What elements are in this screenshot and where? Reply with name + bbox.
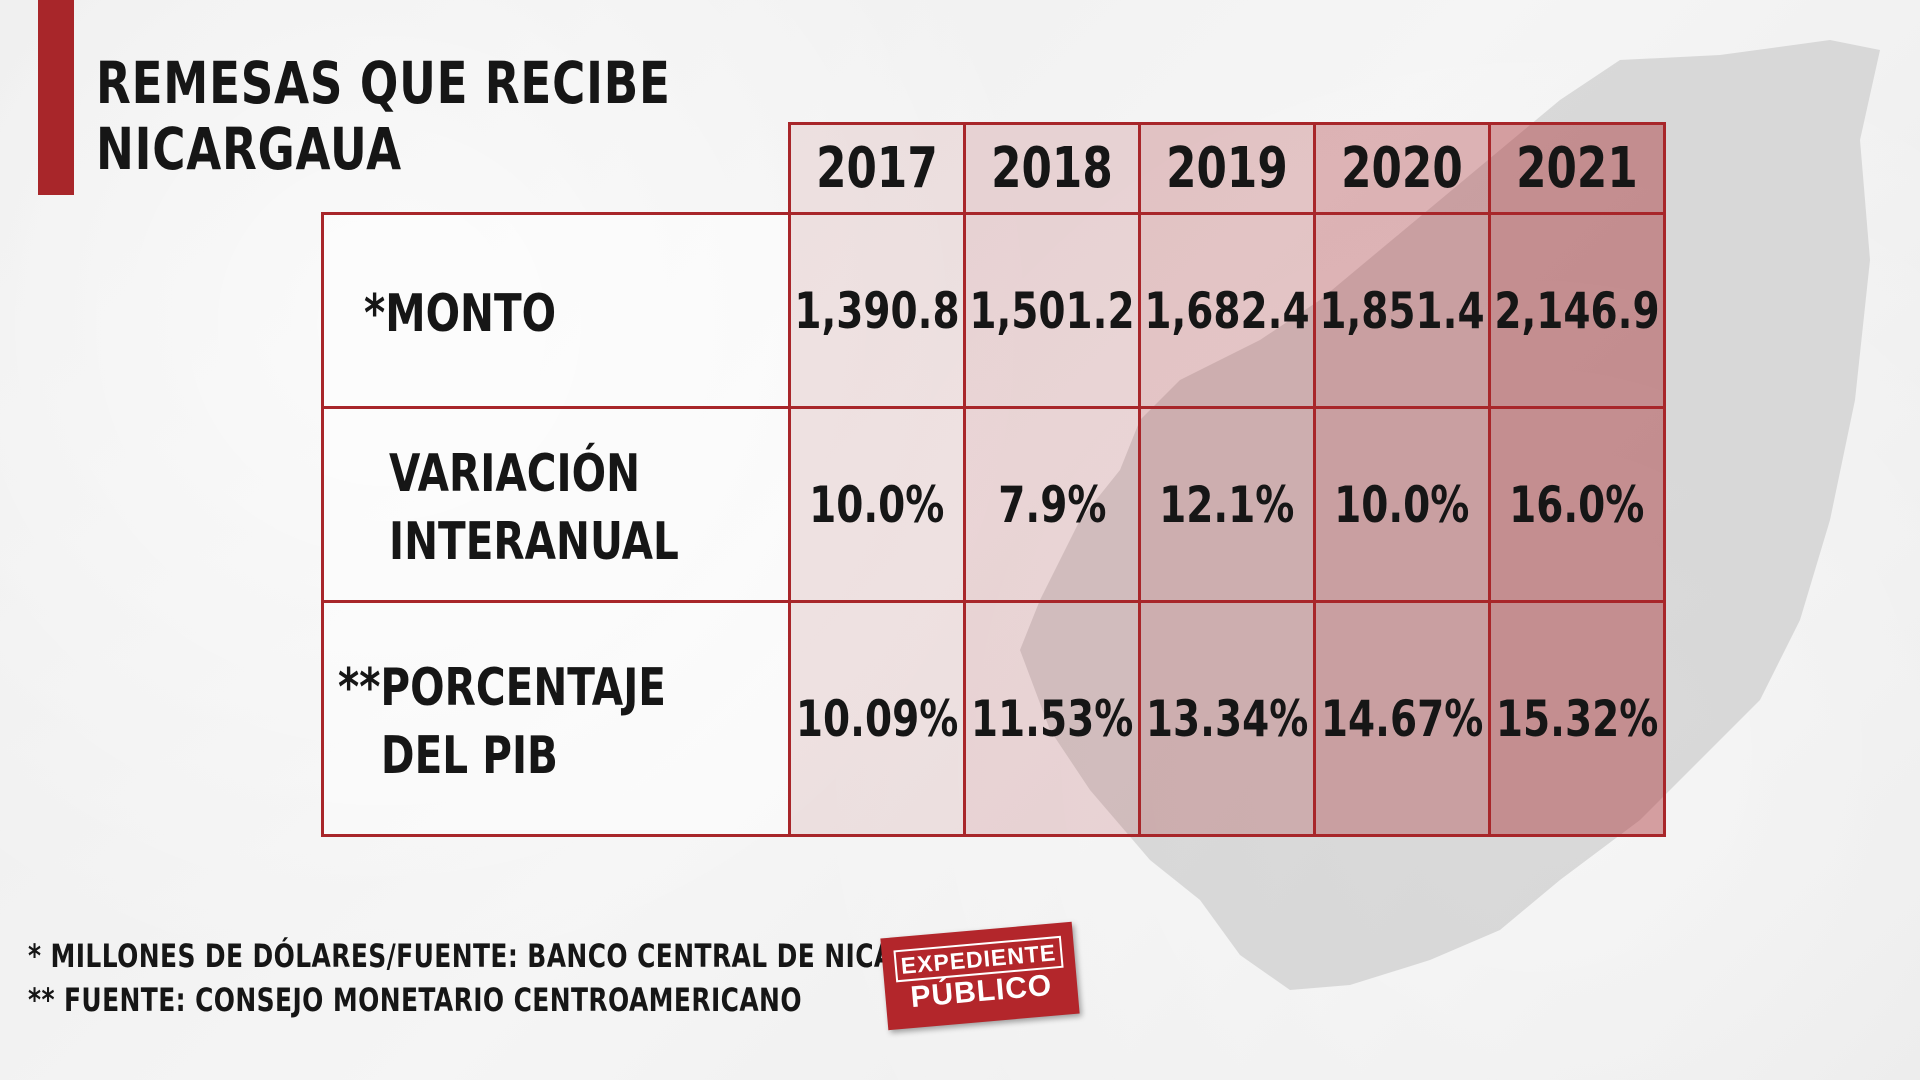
data-cell: 14.67% — [1313, 600, 1491, 837]
chart-title-line-1: REMESAS QUE RECIBE — [96, 49, 671, 117]
row-label-cell: VARIACIÓN INTERANUAL — [321, 406, 791, 603]
footnote-gdp-source: ** FUENTE: CONSEJO MONETARIO CENTROAMERI… — [28, 981, 802, 1019]
column-header-label: 2020 — [1341, 136, 1463, 201]
footnote-amount-source: * MILLONES DE DÓLARES/FUENTE: BANCO CENT… — [28, 937, 994, 975]
data-value: 7.9% — [997, 475, 1107, 534]
column-header-2017: 2017 — [788, 122, 966, 215]
data-cell: 10.0% — [1313, 406, 1491, 603]
data-cell: 10.0% — [788, 406, 966, 603]
data-cell: 11.53% — [963, 600, 1141, 837]
title-accent-bar — [38, 0, 74, 195]
data-value: 15.32% — [1495, 689, 1659, 748]
chart-title-line-2: NICARGAUA — [96, 115, 402, 183]
expediente-publico-logo: EXPEDIENTE PÚBLICO — [880, 921, 1080, 1031]
column-header-label: 2018 — [991, 136, 1113, 201]
row-label-line: **PORCENTAJE — [338, 657, 666, 718]
column-header-label: 2021 — [1516, 136, 1638, 201]
data-cell: 15.32% — [1488, 600, 1666, 837]
data-cell: 1,390.8 — [788, 212, 966, 409]
data-value: 1,682.4 — [1144, 281, 1310, 340]
data-value: 2,146.9 — [1494, 281, 1660, 340]
row-label-line: INTERANUAL — [389, 511, 679, 572]
data-cell: 1,851.4 — [1313, 212, 1491, 409]
data-cell: 2,146.9 — [1488, 212, 1666, 409]
data-cell: 7.9% — [963, 406, 1141, 603]
data-value: 14.67% — [1320, 689, 1484, 748]
data-value: 11.53% — [970, 689, 1134, 748]
row-label: VARIACIÓN INTERANUAL — [389, 440, 679, 576]
row-label-cell: *MONTO — [321, 212, 791, 409]
data-value: 1,851.4 — [1319, 281, 1485, 340]
chart-title: REMESAS QUE RECIBE NICARGAUA — [96, 50, 671, 182]
data-cell: 13.34% — [1138, 600, 1316, 837]
data-value: 10.09% — [795, 689, 959, 748]
data-value: 1,501.2 — [969, 281, 1135, 340]
column-header-2018: 2018 — [963, 122, 1141, 215]
row-label-cell: **PORCENTAJE DEL PIB — [321, 600, 791, 837]
column-header-2021: 2021 — [1488, 122, 1666, 215]
data-value: 13.34% — [1145, 689, 1309, 748]
row-label: **PORCENTAJE DEL PIB — [338, 654, 666, 790]
data-cell: 16.0% — [1488, 406, 1666, 603]
column-header-label: 2019 — [1166, 136, 1288, 201]
data-cell: 1,682.4 — [1138, 212, 1316, 409]
data-cell: 10.09% — [788, 600, 966, 837]
data-value: 10.0% — [809, 475, 945, 534]
column-header-label: 2017 — [816, 136, 938, 201]
data-value: 16.0% — [1509, 475, 1645, 534]
row-label: *MONTO — [364, 280, 556, 348]
data-value: 12.1% — [1159, 475, 1295, 534]
column-header-2020: 2020 — [1313, 122, 1491, 215]
row-label-line: VARIACIÓN — [389, 443, 641, 504]
row-label-line: *MONTO — [364, 283, 557, 344]
data-value: 1,390.8 — [794, 281, 960, 340]
footnotes: * MILLONES DE DÓLARES/FUENTE: BANCO CENT… — [28, 934, 993, 1022]
data-cell: 1,501.2 — [963, 212, 1141, 409]
row-label-line: DEL PIB — [380, 725, 558, 786]
data-cell: 12.1% — [1138, 406, 1316, 603]
data-value: 10.0% — [1334, 475, 1470, 534]
column-header-2019: 2019 — [1138, 122, 1316, 215]
